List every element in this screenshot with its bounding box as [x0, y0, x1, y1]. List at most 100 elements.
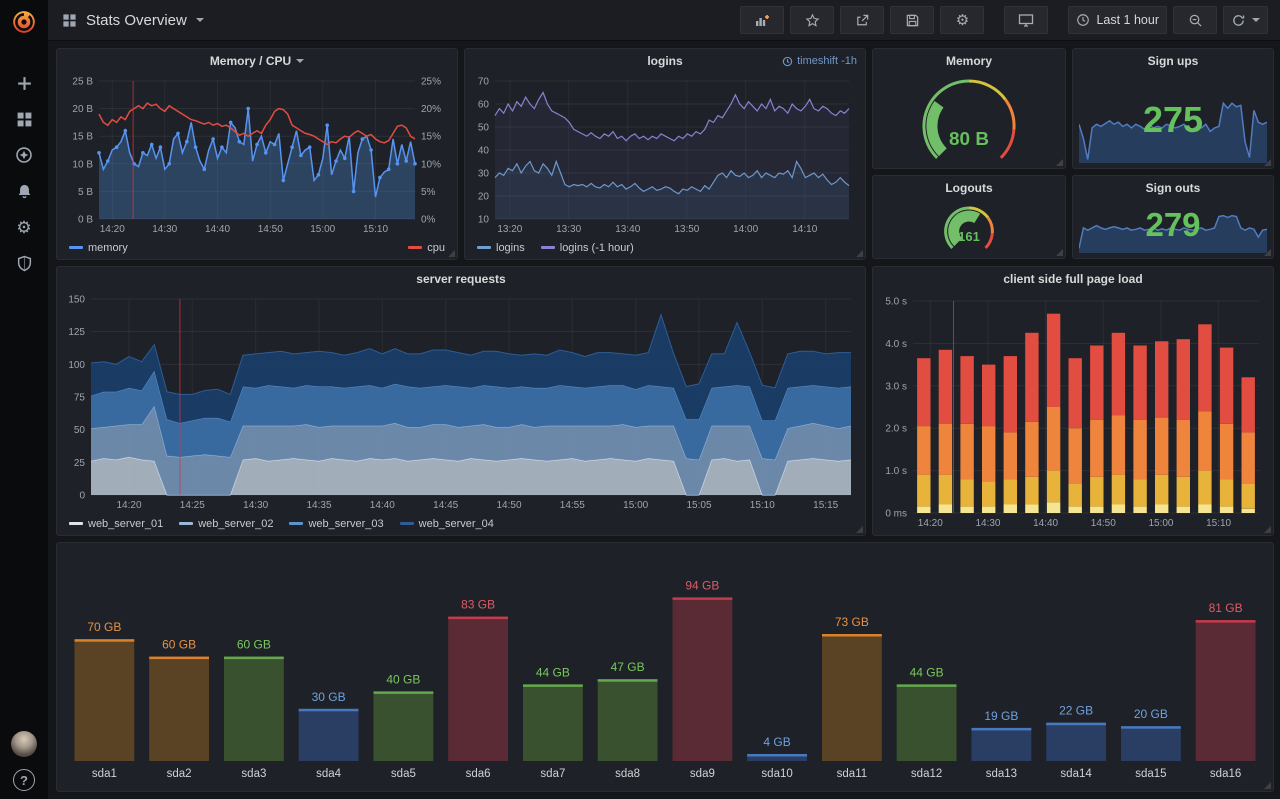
- panel-title-text: Memory: [945, 54, 992, 68]
- legend-item-web_server_04[interactable]: web_server_04: [399, 517, 494, 530]
- svg-text:3.0 s: 3.0 s: [885, 381, 907, 392]
- legend-item-web_server_03[interactable]: web_server_03: [289, 518, 384, 530]
- svg-text:94 GB: 94 GB: [685, 578, 719, 592]
- cycle-view-button[interactable]: [1004, 6, 1049, 34]
- svg-text:2.0 s: 2.0 s: [885, 424, 907, 435]
- svg-text:20%: 20%: [421, 104, 441, 115]
- svg-text:40: 40: [478, 146, 490, 157]
- svg-text:50: 50: [74, 425, 86, 436]
- svg-text:sda15: sda15: [1135, 768, 1166, 780]
- legend-color-swatch: [289, 522, 304, 525]
- svg-text:19 GB: 19 GB: [984, 709, 1018, 723]
- svg-text:125: 125: [68, 327, 85, 338]
- panel-title-text: logins: [647, 54, 683, 68]
- panel-title-logins[interactable]: logins: [465, 49, 865, 73]
- svg-text:1.0 s: 1.0 s: [885, 466, 907, 477]
- header-left: Stats Overview: [48, 12, 204, 29]
- svg-text:70 GB: 70 GB: [87, 620, 121, 634]
- svg-text:14:50: 14:50: [496, 500, 521, 511]
- grafana-logo[interactable]: [0, 0, 48, 44]
- star-icon: [805, 13, 820, 27]
- share-button[interactable]: [840, 6, 885, 34]
- memory-cpu-legend: memory cpu: [69, 239, 445, 256]
- sidebar-item-configuration[interactable]: ⚙: [0, 216, 48, 238]
- sidebar-item-server-admin[interactable]: [0, 252, 48, 274]
- panel-server-requests: server requests 0 25 50 75 100 125 150 14:20 14:…: [56, 266, 866, 536]
- svg-text:20 GB: 20 GB: [1134, 707, 1168, 721]
- svg-text:73 GB: 73 GB: [835, 615, 869, 629]
- refresh-icon: [1233, 14, 1245, 26]
- svg-text:20 B: 20 B: [72, 104, 93, 115]
- sidebar-item-explore[interactable]: [0, 144, 48, 166]
- legend-item-cpu[interactable]: cpu: [408, 242, 445, 254]
- legend-color-swatch: [179, 522, 194, 525]
- zoom-out-button[interactable]: [1173, 6, 1217, 34]
- save-button[interactable]: [890, 6, 935, 34]
- panel-memory-gauge: Memory 80 B: [872, 48, 1066, 169]
- sidebar-item-dashboards[interactable]: [0, 108, 48, 130]
- time-range-button[interactable]: Last 1 hour: [1068, 6, 1167, 34]
- disk-usage-chart: 70 GB sda1 60 GB sda2 60 GB sda3 30 GB sda4 40 G…: [67, 549, 1263, 785]
- svg-text:14:50: 14:50: [258, 224, 283, 235]
- legend-item-logins-1-hour-[interactable]: logins (-1 hour): [540, 242, 634, 254]
- svg-text:13:40: 13:40: [615, 224, 640, 235]
- dashboards-grid-icon: [17, 112, 31, 126]
- svg-text:14:55: 14:55: [560, 500, 585, 511]
- svg-text:13:50: 13:50: [674, 224, 699, 235]
- dashboard-settings-button[interactable]: ⚙: [940, 6, 985, 34]
- panel-title-memory[interactable]: Memory: [873, 49, 1065, 73]
- svg-text:60: 60: [478, 100, 490, 111]
- zoom-out-icon: [1189, 14, 1202, 27]
- svg-text:14:30: 14:30: [243, 500, 268, 511]
- user-avatar[interactable]: [11, 731, 37, 757]
- legend-label: web_server_04: [418, 517, 494, 530]
- memory-cpu-chart: 0 B 0% 5 B 5% 10 B 10% 15 B 15% 20 B 20% 25 B 25% 14…: [61, 73, 453, 237]
- legend-item-logins[interactable]: logins: [477, 242, 525, 254]
- help-icon[interactable]: ?: [13, 769, 35, 791]
- panel-title-sign-outs[interactable]: Sign outs: [1073, 176, 1273, 200]
- panel-title-text: Logouts: [945, 181, 993, 195]
- legend-item-web_server_01[interactable]: web_server_01: [69, 518, 163, 530]
- panel-title-memory-cpu[interactable]: Memory / CPU: [57, 49, 457, 73]
- legend-item-memory[interactable]: memory: [69, 242, 128, 254]
- dashboard-title[interactable]: Stats Overview: [86, 11, 187, 29]
- svg-text:14:30: 14:30: [152, 224, 177, 235]
- svg-text:47 GB: 47 GB: [611, 660, 645, 674]
- save-icon: [906, 14, 919, 26]
- panel-sign-outs: Sign outs 279: [1072, 175, 1274, 259]
- svg-text:14:00: 14:00: [733, 224, 758, 235]
- svg-text:4 GB: 4 GB: [763, 735, 790, 749]
- svg-text:15:10: 15:10: [750, 500, 775, 511]
- panel-title-logouts[interactable]: Logouts: [873, 176, 1065, 200]
- panel-title-text: Memory / CPU: [209, 54, 292, 68]
- panel-page-load: client side full page load 0 ms 1.0 s 2.0 …: [872, 266, 1274, 536]
- svg-text:4.0 s: 4.0 s: [885, 339, 907, 350]
- svg-text:20: 20: [478, 192, 490, 203]
- time-range-label: Last 1 hour: [1096, 13, 1159, 27]
- panel-sign-ups: Sign ups 275: [1072, 48, 1274, 169]
- svg-text:30: 30: [478, 169, 490, 180]
- legend-item-web_server_02[interactable]: web_server_02: [179, 518, 273, 530]
- svg-text:14:30: 14:30: [975, 518, 1000, 529]
- refresh-button[interactable]: [1223, 6, 1268, 34]
- panel-title-server-requests[interactable]: server requests: [57, 267, 865, 291]
- refresh-interval-caret-icon[interactable]: [1252, 18, 1260, 22]
- panel-title-sign-ups[interactable]: Sign ups: [1073, 49, 1273, 73]
- sidebar-item-create[interactable]: [0, 72, 48, 94]
- svg-text:14:40: 14:40: [205, 224, 230, 235]
- svg-text:22 GB: 22 GB: [1059, 704, 1093, 718]
- legend-color-swatch: [69, 522, 83, 525]
- panel-title-page-load[interactable]: client side full page load: [873, 267, 1273, 291]
- svg-text:150: 150: [68, 295, 85, 306]
- server-requests-chart: 0 25 50 75 100 125 150 14:20 14:25 14:30 14:35 14:4…: [61, 291, 861, 513]
- star-button[interactable]: [790, 6, 835, 34]
- add-panel-button[interactable]: [740, 6, 785, 34]
- sign-outs-sparkline: [1078, 205, 1268, 254]
- title-dropdown-caret-icon[interactable]: [195, 18, 204, 22]
- svg-text:10 B: 10 B: [72, 159, 93, 170]
- sidebar-item-alerting[interactable]: [0, 180, 48, 202]
- shield-icon: [17, 255, 31, 271]
- svg-text:60 GB: 60 GB: [237, 638, 271, 652]
- svg-text:5 B: 5 B: [78, 187, 93, 198]
- share-icon: [857, 14, 869, 25]
